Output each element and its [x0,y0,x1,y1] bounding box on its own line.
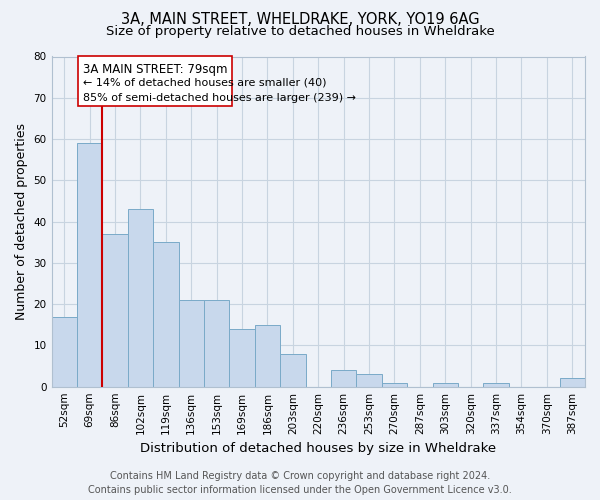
Bar [179,300,204,386]
Bar [356,374,382,386]
Bar [52,316,77,386]
Bar [77,143,103,386]
Text: 3A MAIN STREET: 79sqm: 3A MAIN STREET: 79sqm [83,62,227,76]
FancyBboxPatch shape [78,56,232,106]
X-axis label: Distribution of detached houses by size in Wheldrake: Distribution of detached houses by size … [140,442,496,455]
Bar [560,378,585,386]
Bar [280,354,305,386]
Bar [128,209,153,386]
Text: 85% of semi-detached houses are larger (239) →: 85% of semi-detached houses are larger (… [83,93,356,103]
Text: Size of property relative to detached houses in Wheldrake: Size of property relative to detached ho… [106,25,494,38]
Text: Contains HM Land Registry data © Crown copyright and database right 2024.
Contai: Contains HM Land Registry data © Crown c… [88,471,512,495]
Bar [153,242,179,386]
Bar [382,382,407,386]
Bar [255,325,280,386]
Bar [331,370,356,386]
Bar [103,234,128,386]
Bar [229,329,255,386]
Text: ← 14% of detached houses are smaller (40): ← 14% of detached houses are smaller (40… [83,77,327,87]
Bar [204,300,229,386]
Text: 3A, MAIN STREET, WHELDRAKE, YORK, YO19 6AG: 3A, MAIN STREET, WHELDRAKE, YORK, YO19 6… [121,12,479,28]
Y-axis label: Number of detached properties: Number of detached properties [15,123,28,320]
Bar [484,382,509,386]
Bar [433,382,458,386]
